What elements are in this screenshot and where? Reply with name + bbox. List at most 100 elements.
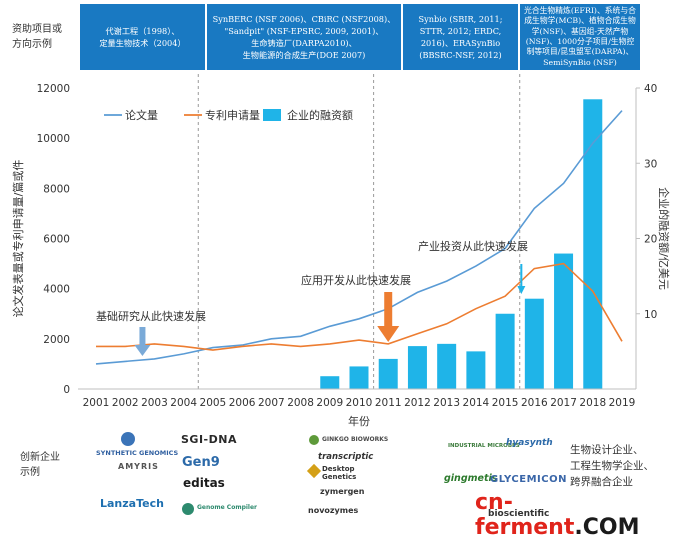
- y-right-tick-label: 20: [644, 234, 657, 246]
- logo-lanzatech: LanzaTech: [100, 497, 164, 510]
- funding-box-line: 制等项目/昆虫盟军(DARPA)、: [526, 47, 634, 57]
- logo-synthetic-genomics: SYNTHETIC GENOMICS: [96, 449, 179, 457]
- funding-box-line: 代谢工程（1998）、: [105, 26, 180, 36]
- company-type: 工程生物学企业、: [570, 460, 654, 472]
- funding-box-2: SynBERC (NSF 2006)、CBiRC (NSF2008)、 "San…: [207, 4, 401, 70]
- funding-box-line: 学(NSF)、基因组-天然产物: [531, 26, 629, 36]
- funding-box-line: (NSF)、1000分子项目/生物控: [525, 37, 635, 46]
- logo-editas: editas: [183, 476, 225, 490]
- x-tick-label: 2009: [316, 397, 343, 409]
- y-left-tick-label: 12000: [37, 83, 70, 95]
- y-left-tick-label: 0: [63, 384, 70, 396]
- synthetic-genomics-icon: [121, 432, 135, 446]
- funding-box-line: 定量生物技术（2004）: [99, 38, 186, 48]
- funding-box-line: 光合生物精炼(EFRI)、系统与合: [524, 5, 636, 15]
- papers-line: [95, 110, 623, 365]
- x-tick-label: 2018: [579, 397, 606, 409]
- annotation-industry-investment: 产业投资从此快速发展: [418, 239, 528, 253]
- logo-novozymes: novozymes: [308, 506, 359, 515]
- logo-gingmetis: gingmetis: [444, 473, 498, 484]
- funding-box-line: 成生物学(MCB)、植物合成生物: [524, 16, 636, 26]
- company-type: 跨界融合企业: [570, 476, 633, 488]
- funding-bar: [495, 313, 515, 389]
- funding-box-line: SynBERC (NSF 2006)、CBiRC (NSF2008)、: [212, 14, 396, 24]
- funding-box-line: STTR, 2012; ERDC,: [419, 26, 502, 36]
- x-tick-label: 2013: [433, 397, 460, 409]
- x-tick-label: 2010: [346, 397, 373, 409]
- y-left-tick-label: 2000: [43, 334, 70, 346]
- logo-transcriptic: transcriptic: [318, 452, 374, 462]
- logo-gen9: Gen9: [182, 455, 220, 470]
- funding-bar: [349, 366, 369, 389]
- genome-compiler-icon: [182, 503, 194, 515]
- funding-side-label-line: 资助项目或: [12, 24, 62, 35]
- y-right-tick-label: 40: [644, 83, 657, 95]
- funding-box-3: Synbio (SBIR, 2011; STTR, 2012; ERDC, 20…: [403, 4, 518, 70]
- x-axis-title: 年份: [348, 414, 370, 428]
- legend-label-papers: 论文量: [125, 108, 158, 122]
- funding-box-1: 代谢工程（1998）、 定量生物技术（2004）: [80, 4, 205, 70]
- company-side-label-line: 创新企业: [20, 452, 60, 463]
- funding-box-line: 生命铸造厂(DARPA2010)、: [251, 38, 357, 48]
- funding-side-label: 资助项目或 方向示例: [12, 22, 62, 52]
- company-side-label: 创新企业 示例: [20, 450, 60, 480]
- watermark-part: ferment: [475, 515, 575, 540]
- x-tick-label: 2003: [141, 397, 168, 409]
- x-tick-label: 2006: [229, 397, 256, 409]
- funding-bar: [407, 346, 427, 389]
- x-tick-label: 2016: [521, 397, 548, 409]
- funding-box-line: "Sandpit" (NSF-EPSRC, 2009, 2001)、: [224, 26, 384, 36]
- logo-amyris: AMYRIS: [118, 462, 159, 471]
- funding-box-line: Synbio (SBIR, 2011;: [418, 14, 503, 24]
- logo-genome-compiler: Genome Compiler: [197, 504, 258, 511]
- y-left-tick-label: 4000: [43, 284, 70, 296]
- watermark-part: cn-: [475, 490, 513, 515]
- x-tick-label: 2012: [404, 397, 431, 409]
- legend-label-funding: 企业的融资额: [287, 108, 353, 122]
- logo-desktop-genetics: Desktop Genetics: [322, 465, 357, 481]
- funding-box-4: 光合生物精炼(EFRI)、系统与合 成生物学(MCB)、植物合成生物 学(NSF…: [520, 4, 640, 70]
- legend-swatch-funding: [263, 109, 281, 121]
- annotation-basic-research: 基础研究从此快速发展: [96, 309, 206, 323]
- funding-box-line: (BBSRC-NSF, 2012): [419, 50, 502, 60]
- x-tick-label: 2001: [83, 397, 110, 409]
- funding-bar: [320, 376, 340, 389]
- company-type-list: 生物设计企业、 工程生物学企业、 跨界融合企业: [570, 442, 654, 490]
- funding-box-line: 2016)、ERASynBio: [420, 38, 501, 48]
- y-right-axis-title: 企业的融资额/亿美元: [657, 187, 671, 290]
- logo-bioscientific: bioscientific: [488, 509, 550, 519]
- y-left-tick-label: 6000: [43, 234, 70, 246]
- y-left-tick-label: 8000: [43, 183, 70, 195]
- x-tick-label: 2015: [492, 397, 519, 409]
- funding-box-line: SemiSynBio (NSF): [543, 57, 617, 67]
- patents-line: [96, 262, 623, 351]
- x-tick-label: 2002: [112, 397, 139, 409]
- logo-zymergen: zymergen: [320, 487, 365, 496]
- x-tick-label: 2004: [170, 397, 197, 409]
- funding-bar: [524, 298, 544, 389]
- x-tick-label: 2017: [550, 397, 577, 409]
- logo-glycemicon: GLYCEMICON: [490, 474, 567, 485]
- company-side-label-line: 示例: [20, 467, 40, 478]
- funding-side-label-line: 方向示例: [12, 39, 52, 50]
- logo-sgi-dna: SGI-DNA: [181, 433, 237, 446]
- x-tick-label: 2019: [609, 397, 636, 409]
- funding-bar: [466, 351, 486, 389]
- watermark-part: .COM: [574, 515, 640, 540]
- watermark: cn-ferment.COM: [475, 490, 677, 540]
- desktop-genetics-icon: [306, 463, 322, 479]
- funding-bar: [378, 358, 398, 389]
- ginkgo-icon: [309, 435, 319, 445]
- y-right-tick-label: 10: [644, 309, 657, 321]
- y-left-tick-label: 10000: [37, 133, 70, 145]
- logo-hyasynth: hyasynth: [506, 438, 553, 448]
- x-tick-label: 2014: [463, 397, 490, 409]
- arrow-down-icon: [134, 327, 151, 356]
- x-tick-label: 2008: [287, 397, 314, 409]
- funding-bar: [554, 253, 574, 389]
- funding-bar: [437, 343, 457, 389]
- x-tick-label: 2005: [200, 397, 227, 409]
- company-type: 生物设计企业、: [570, 444, 644, 456]
- logo-ginkgo: GINKGO BIOWORKS: [322, 436, 389, 443]
- arrow-down-icon: [377, 292, 400, 342]
